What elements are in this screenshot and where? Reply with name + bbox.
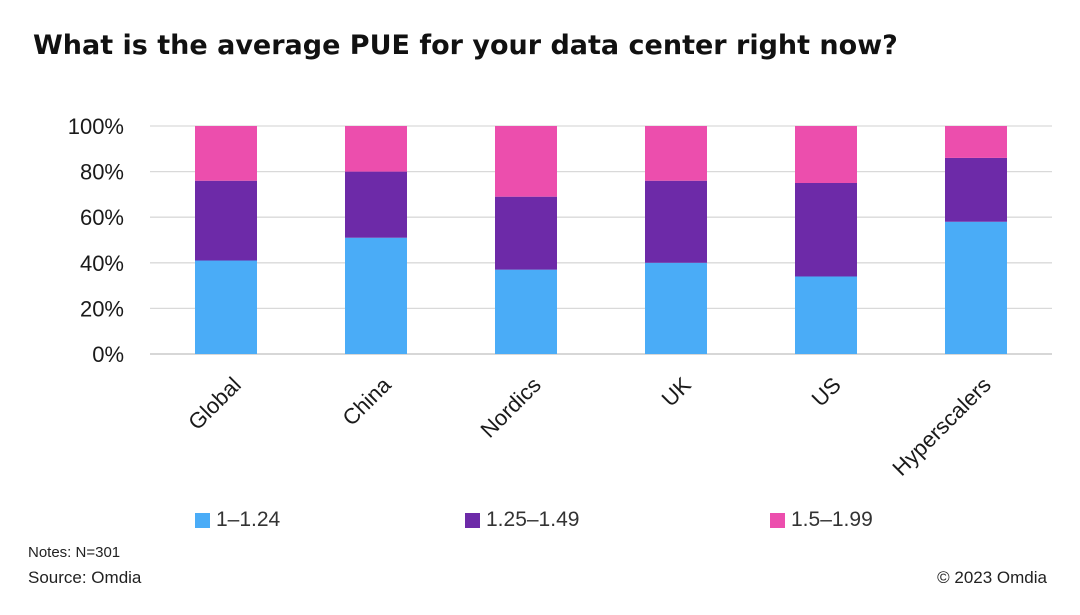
bars bbox=[195, 126, 1007, 354]
gridlines bbox=[150, 125, 1052, 355]
legend-swatch bbox=[195, 512, 210, 528]
bar-segment bbox=[345, 126, 407, 172]
legend-item: 1–1.24 bbox=[195, 508, 280, 532]
bar-segment bbox=[195, 126, 257, 181]
bar-segment bbox=[195, 260, 257, 354]
chart-notes: Notes: N=301 bbox=[28, 544, 121, 561]
y-tick-label: 60% bbox=[80, 205, 124, 230]
x-tick-label: UK bbox=[657, 372, 697, 412]
bar-segment bbox=[795, 183, 857, 277]
x-tick-label: Global bbox=[183, 372, 246, 435]
bar-segment bbox=[795, 276, 857, 354]
x-tick-label: China bbox=[338, 372, 397, 431]
legend-label: 1–1.24 bbox=[216, 508, 281, 531]
bar-segment bbox=[945, 126, 1007, 158]
bar-segment bbox=[645, 126, 707, 181]
chart-source: Source: Omdia bbox=[28, 568, 142, 587]
legend-swatch bbox=[770, 512, 785, 528]
bar-segment bbox=[495, 196, 557, 270]
y-axis-ticks: 0% 20% 40% 60% 80% 100% bbox=[68, 114, 124, 367]
chart-title: What is the average PUE for your data ce… bbox=[33, 30, 898, 61]
bar-segment bbox=[945, 221, 1007, 354]
bar-segment bbox=[345, 237, 407, 354]
y-tick-label: 80% bbox=[80, 160, 124, 185]
bar-segment bbox=[795, 126, 857, 183]
y-tick-label: 40% bbox=[80, 251, 124, 276]
bar-segment bbox=[645, 180, 707, 263]
x-tick-label: Hyperscalers bbox=[887, 372, 995, 480]
legend-item: 1.25–1.49 bbox=[465, 508, 579, 532]
bar-segment bbox=[495, 269, 557, 354]
bar-segment bbox=[345, 171, 407, 238]
copyright: © 2023 Omdia bbox=[937, 568, 1047, 587]
y-tick-label: 100% bbox=[68, 114, 124, 139]
x-tick-label: US bbox=[807, 372, 846, 411]
legend-label: 1.25–1.49 bbox=[486, 508, 580, 531]
legend: 1–1.24 1.25–1.49 1.5–1.99 bbox=[0, 508, 1080, 538]
legend-swatch bbox=[465, 512, 480, 528]
x-axis-ticks: Global China Nordics UK US Hyperscalers bbox=[183, 372, 996, 481]
y-tick-label: 20% bbox=[80, 296, 124, 321]
bar-segment bbox=[945, 157, 1007, 222]
x-tick-label: Nordics bbox=[475, 372, 545, 442]
y-tick-label: 0% bbox=[92, 342, 124, 367]
bar-segment bbox=[495, 126, 557, 197]
bar-segment bbox=[645, 262, 707, 354]
legend-item: 1.5–1.99 bbox=[770, 508, 873, 532]
bar-segment bbox=[195, 180, 257, 261]
legend-label: 1.5–1.99 bbox=[791, 508, 873, 531]
